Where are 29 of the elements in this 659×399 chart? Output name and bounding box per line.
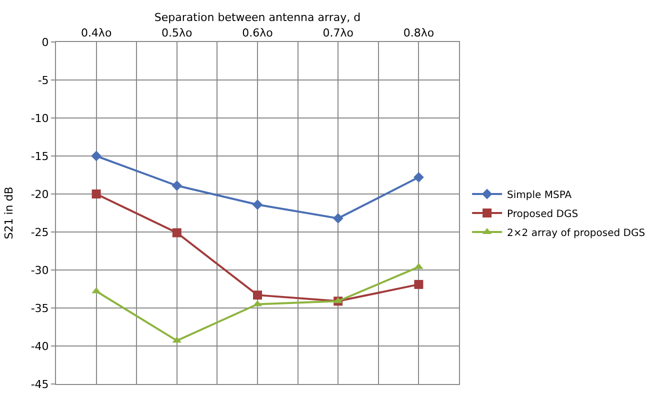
x-tick-label: 0.4λo	[80, 26, 112, 40]
y-tick-label: -35	[30, 302, 49, 315]
y-tick-label: -25	[30, 226, 49, 239]
point	[91, 150, 102, 162]
x-tick-label: 0.6λo	[242, 26, 274, 40]
legend-label: 2×2 array of proposed DGS	[507, 228, 646, 239]
y-axis-title: S21 in dB	[2, 186, 16, 240]
point	[252, 199, 263, 210]
y-tick-label: -5	[38, 74, 49, 87]
point	[253, 290, 262, 300]
point	[92, 190, 101, 198]
point	[414, 172, 424, 182]
y-tick-label: -45	[30, 378, 49, 391]
x-tick-label: 0.7λo	[322, 26, 354, 40]
x-tick-label: 0.8λo	[403, 26, 434, 40]
x-axis-title: Separation between antenna array, d	[154, 11, 361, 24]
point	[172, 228, 182, 238]
point	[414, 280, 424, 289]
point	[332, 213, 344, 224]
y-tick-label: -15	[30, 150, 49, 163]
legend-label: Proposed DGS	[507, 208, 578, 220]
y-tick-label: 0	[42, 36, 49, 49]
y-tick-label: -10	[30, 112, 49, 125]
y-tick-label: -30	[30, 264, 49, 277]
legend-label: Simple MSPA	[507, 190, 572, 201]
y-tick-label: -20	[30, 188, 49, 201]
point	[172, 180, 182, 191]
y-tick-label: -40	[30, 340, 49, 353]
x-tick-label: 0.5λo	[162, 26, 193, 40]
